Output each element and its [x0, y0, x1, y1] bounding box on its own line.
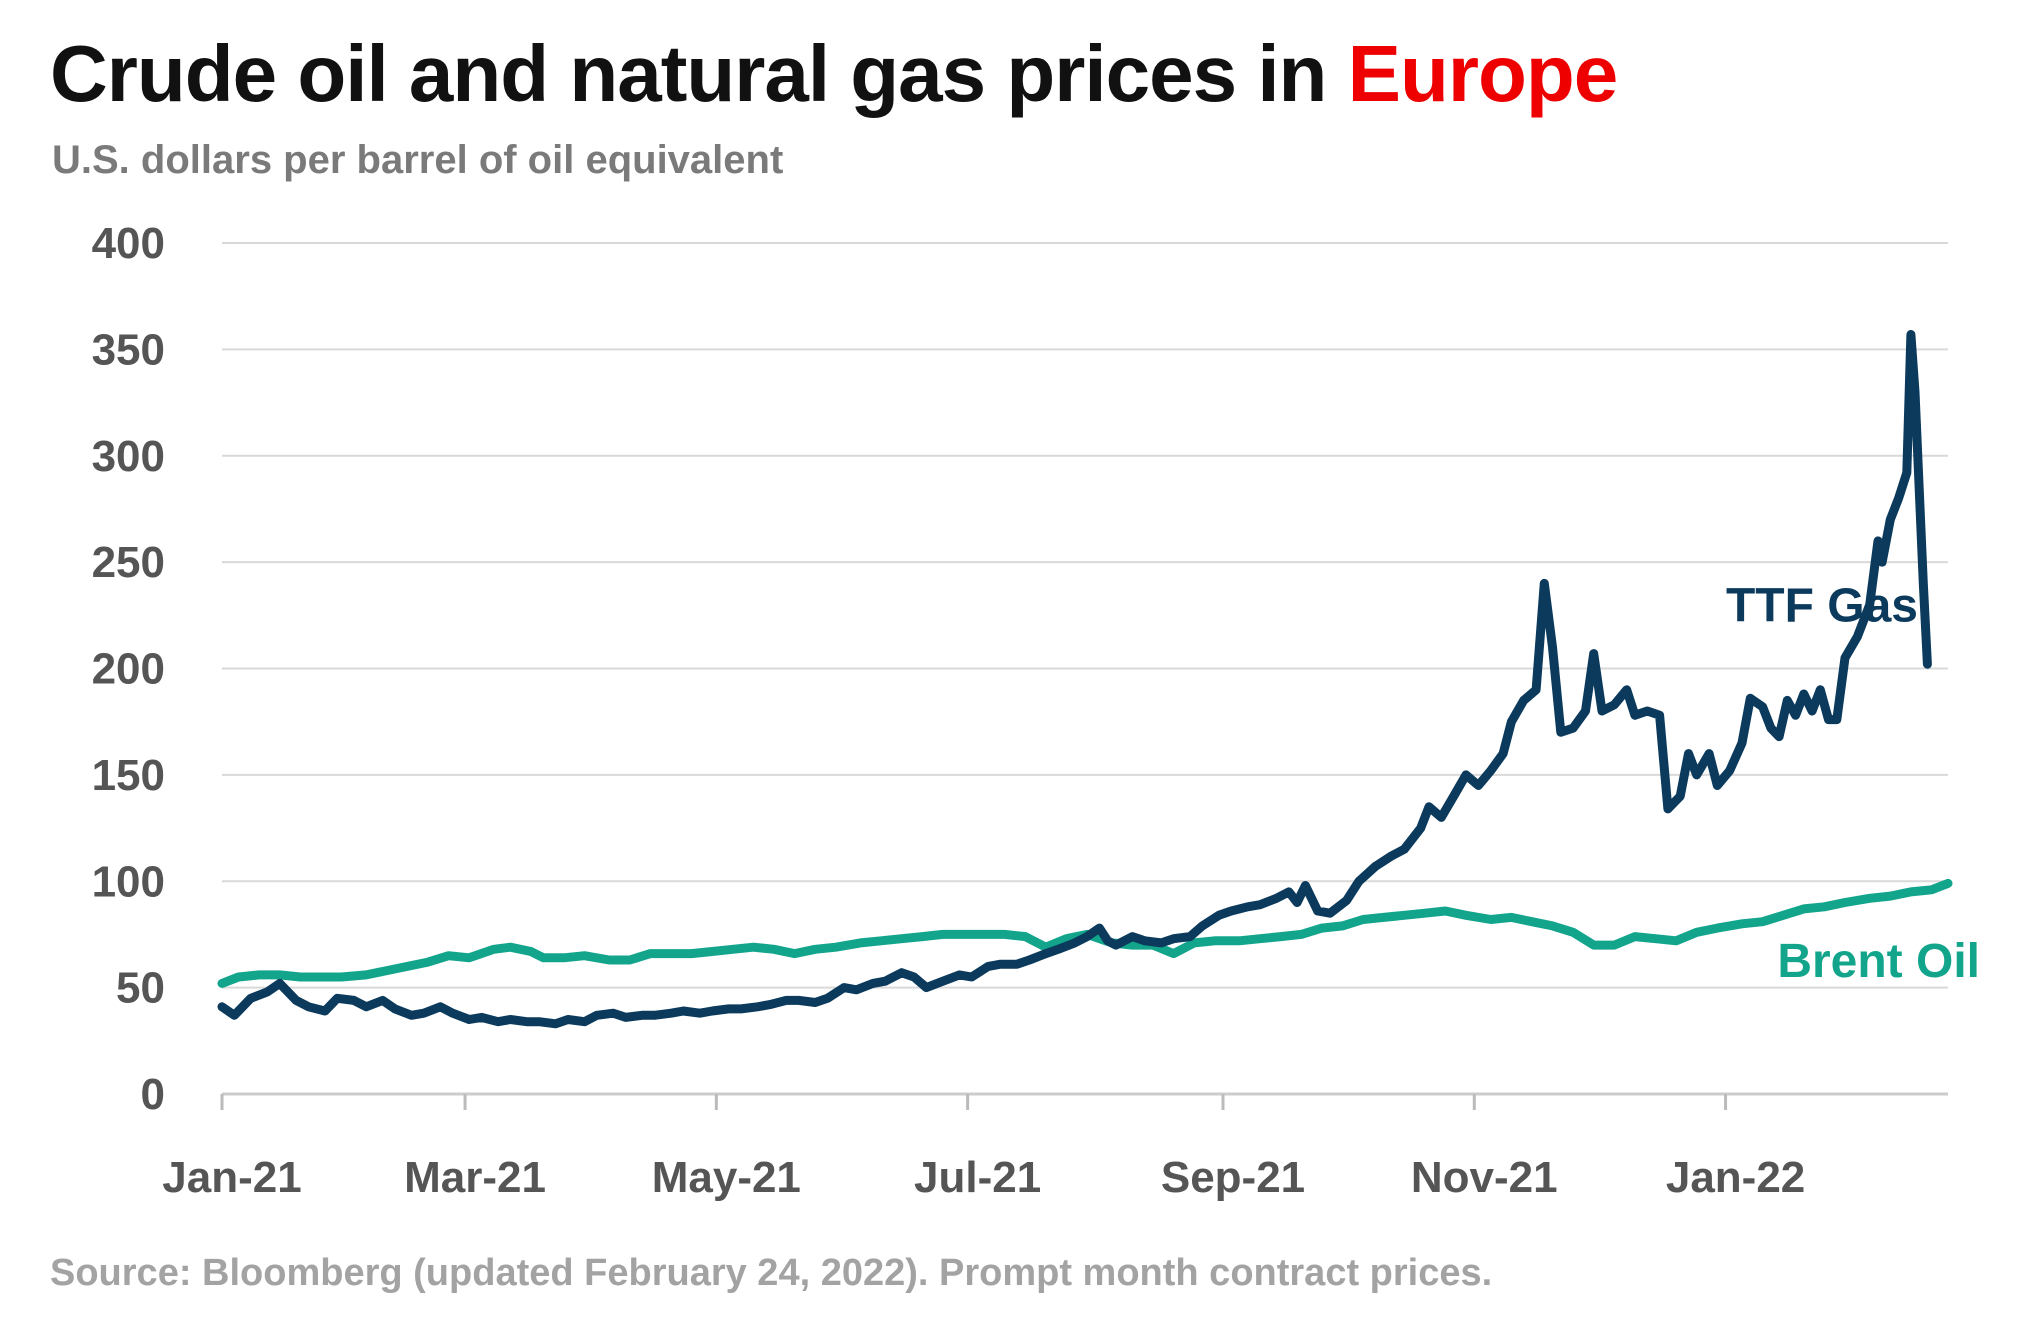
series-line-ttf-gas: [217, 330, 1932, 1029]
chart-title-main: Crude oil and natural gas prices in: [50, 29, 1327, 118]
y-tick-label: 300: [92, 432, 165, 481]
y-tick-label: 400: [92, 219, 165, 268]
chart-title-highlight: Europe: [1347, 29, 1619, 118]
series-lines: [217, 330, 1953, 1029]
chart-title: Crude oil and natural gas prices in Euro…: [50, 28, 1619, 120]
chart-subtitle: U.S. dollars per barrel of oil equivalen…: [52, 138, 784, 182]
y-tick-label: 0: [141, 1070, 165, 1119]
y-axis: 0 50 100 150 200 250 300 350 400: [92, 219, 165, 1119]
series-label-ttf-gas: TTF Gas: [1726, 580, 1918, 633]
x-tick-label: Nov-21: [1411, 1153, 1558, 1202]
y-tick-label: 350: [92, 325, 165, 374]
series-labels: TTF Gas Brent Oil: [1726, 580, 1980, 988]
source-note: Source: Bloomberg (updated February 24, …: [50, 1252, 1493, 1294]
x-tick-label: May-21: [652, 1153, 801, 1202]
y-tick-label: 150: [92, 751, 165, 800]
x-tick-label: Sep-21: [1161, 1153, 1305, 1202]
gridlines: [222, 242, 1948, 989]
y-tick-label: 50: [116, 964, 165, 1013]
series-line-brent-oil: [217, 878, 1953, 988]
x-tick-label: Jan-21: [162, 1153, 301, 1202]
y-tick-label: 250: [92, 538, 165, 587]
y-tick-label: 100: [92, 857, 165, 906]
x-tick-label: Mar-21: [404, 1153, 546, 1202]
x-axis: Jan-21 Mar-21 May-21 Jul-21 Sep-21 Nov-21 Jan-…: [162, 1092, 1948, 1202]
x-tick-label: Jan-22: [1666, 1153, 1805, 1202]
x-tick-label: Jul-21: [914, 1153, 1041, 1202]
series-label-brent-oil: Brent Oil: [1777, 935, 1980, 988]
y-tick-label: 200: [92, 645, 165, 694]
